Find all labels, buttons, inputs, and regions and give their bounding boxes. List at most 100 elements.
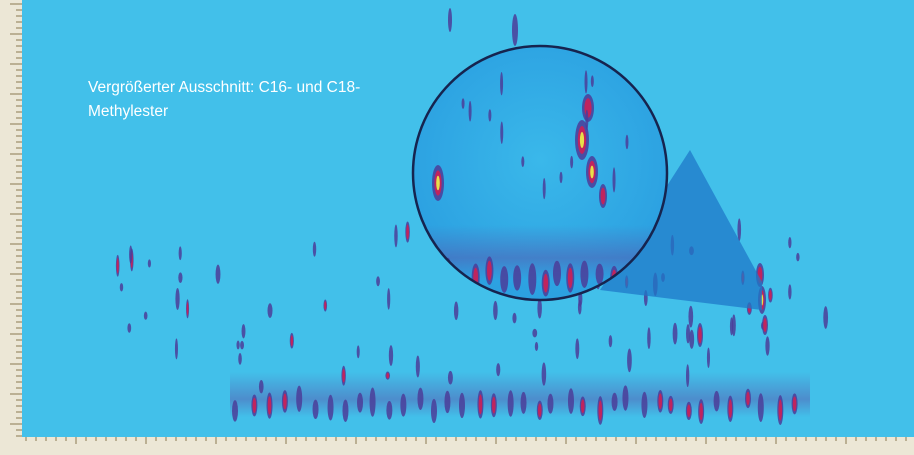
peak-core (252, 397, 257, 414)
peak-core (687, 404, 691, 418)
peak-core (487, 260, 492, 281)
peak (241, 324, 246, 339)
peak-core (543, 273, 549, 293)
peak-core (492, 396, 496, 414)
peak (706, 347, 711, 368)
peak (547, 393, 554, 414)
peak (689, 329, 695, 349)
peak (729, 317, 734, 336)
peak (236, 340, 240, 350)
peak (622, 385, 629, 411)
peak (595, 263, 604, 285)
peak (488, 109, 492, 122)
peak (119, 283, 124, 292)
peak (612, 167, 616, 193)
peak (468, 100, 472, 122)
peak (143, 311, 148, 320)
peak (175, 287, 180, 310)
peak (796, 252, 800, 262)
magnifier-rim (411, 44, 669, 302)
peak (688, 305, 694, 328)
peak (394, 224, 398, 248)
peak (147, 259, 151, 268)
peak (458, 392, 465, 419)
peak (296, 385, 303, 412)
peak-core (600, 187, 606, 205)
peak (788, 284, 792, 300)
peak (500, 121, 504, 144)
peak (611, 392, 618, 411)
peak (534, 341, 539, 351)
peak-hot (436, 175, 440, 191)
peak (672, 322, 678, 345)
peak-core (746, 391, 750, 406)
peak (400, 393, 407, 417)
peak (559, 171, 563, 184)
peak (625, 134, 629, 150)
peak (512, 14, 518, 46)
peak (507, 390, 514, 417)
peak (577, 300, 582, 315)
peak (369, 387, 376, 417)
peak (493, 300, 498, 321)
axis-ticks (10, 3, 907, 444)
peak-core (658, 393, 663, 410)
peak (178, 246, 182, 261)
peak (580, 260, 589, 288)
peak-core (698, 326, 702, 344)
zoom-cone (600, 150, 762, 310)
peak (496, 363, 501, 377)
peak (447, 370, 453, 385)
peak-core (267, 396, 272, 415)
peak (641, 391, 648, 418)
peak (388, 345, 394, 366)
peak (685, 364, 690, 388)
peak (552, 260, 561, 287)
peak (537, 297, 542, 319)
peak-core (699, 402, 703, 421)
peak-core (537, 403, 542, 418)
peak (584, 70, 588, 94)
peak (461, 98, 465, 109)
peak (312, 399, 319, 420)
peak (686, 324, 691, 344)
peak (823, 306, 829, 329)
peak (448, 8, 452, 32)
peak-core (342, 368, 345, 383)
peak (627, 348, 632, 373)
peak (765, 336, 770, 356)
peak-core (567, 267, 573, 289)
left-axis-strip (0, 0, 22, 455)
peak-core (580, 399, 585, 414)
peak-core (769, 289, 772, 301)
peak (608, 335, 613, 348)
peak (430, 398, 437, 424)
peak-core (728, 399, 733, 419)
peak (387, 288, 391, 310)
peak (737, 218, 742, 242)
peak (575, 338, 580, 360)
peak-core (792, 396, 797, 412)
peak-core (668, 398, 673, 412)
peak (240, 340, 244, 350)
peak-core (778, 399, 783, 421)
peak-core (598, 400, 603, 421)
peak (178, 272, 183, 284)
peak (590, 75, 594, 88)
peak (570, 155, 574, 169)
peaks (115, 8, 829, 426)
peak (513, 265, 522, 291)
peak (129, 245, 133, 264)
peak (267, 303, 273, 318)
peak (512, 312, 517, 324)
peak (342, 399, 349, 422)
peak (757, 393, 764, 422)
caption: Vergrößerter Ausschnitt: C16- und C18-Me… (88, 79, 361, 120)
peak-core (116, 258, 119, 274)
peak (417, 387, 424, 410)
peak (520, 391, 527, 414)
peak (258, 379, 264, 394)
peak-core (324, 301, 327, 310)
peak (647, 327, 651, 350)
